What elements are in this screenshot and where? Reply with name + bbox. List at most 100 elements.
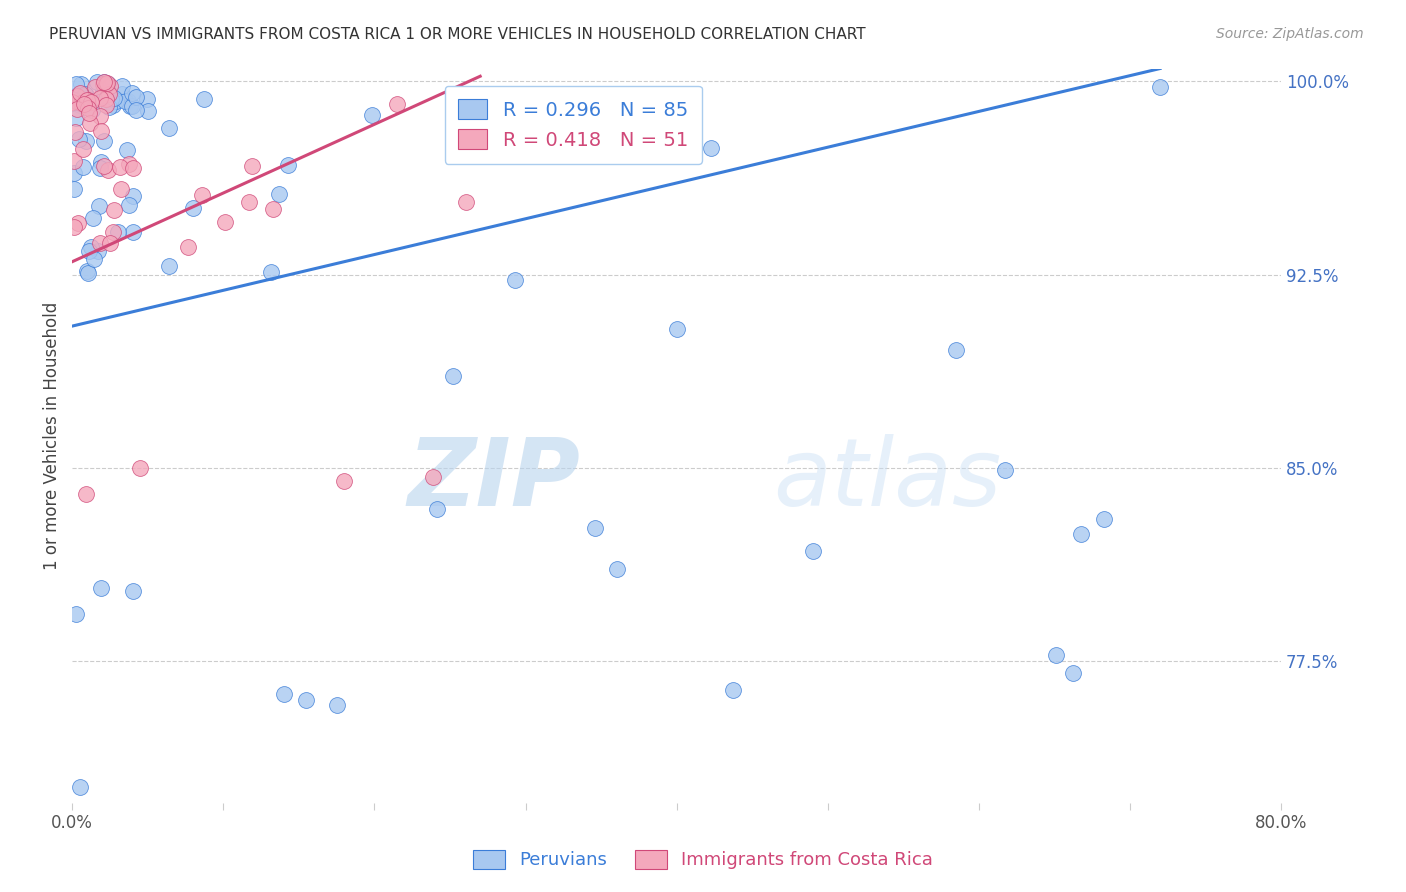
- Point: [96, 77, 118, 91]
- Point: [101, 225, 124, 239]
- Point: [361, 108, 384, 122]
- Point: [76, 93, 98, 107]
- Point: [76, 264, 98, 278]
- Point: [65, 111, 87, 125]
- Point: [121, 189, 143, 203]
- Point: [104, 94, 127, 108]
- Point: [98, 78, 121, 93]
- Y-axis label: 1 or more Vehicles in Household: 1 or more Vehicles in Household: [44, 301, 60, 570]
- Point: [103, 203, 125, 218]
- Point: [467, 106, 489, 120]
- Point: [177, 240, 200, 254]
- Point: [238, 195, 260, 210]
- Point: [117, 94, 139, 108]
- Point: [75, 134, 97, 148]
- Point: [83, 252, 105, 266]
- Point: [93, 134, 115, 148]
- Point: [118, 157, 141, 171]
- Point: [96, 77, 118, 91]
- Point: [72, 160, 94, 174]
- Point: [63, 125, 86, 139]
- Point: [69, 780, 91, 794]
- Point: [121, 99, 143, 113]
- Point: [121, 161, 143, 176]
- Point: [122, 225, 145, 239]
- Point: [1092, 512, 1115, 526]
- Point: [214, 214, 236, 228]
- Legend: R = 0.296   N = 85, R = 0.418   N = 51: R = 0.296 N = 85, R = 0.418 N = 51: [444, 86, 702, 163]
- Point: [325, 698, 347, 712]
- Point: [385, 97, 408, 112]
- Point: [62, 219, 84, 234]
- Point: [97, 100, 120, 114]
- Point: [69, 95, 91, 110]
- Point: [262, 202, 284, 217]
- Point: [118, 197, 141, 211]
- Point: [66, 88, 89, 103]
- Point: [82, 103, 104, 117]
- Point: [441, 368, 464, 383]
- Text: ZIP: ZIP: [406, 434, 579, 525]
- Point: [111, 79, 134, 94]
- Point: [77, 266, 100, 280]
- Point: [82, 211, 104, 226]
- Point: [75, 486, 97, 500]
- Point: [77, 101, 100, 115]
- Point: [97, 163, 120, 178]
- Point: [98, 236, 121, 251]
- Point: [75, 97, 97, 112]
- Point: [63, 182, 86, 196]
- Point: [606, 562, 628, 576]
- Point: [801, 544, 824, 558]
- Point: [62, 154, 84, 169]
- Point: [1045, 648, 1067, 662]
- Point: [277, 158, 299, 172]
- Point: [583, 520, 606, 534]
- Point: [90, 124, 112, 138]
- Point: [191, 188, 214, 202]
- Point: [110, 182, 132, 196]
- Point: [121, 87, 143, 101]
- Point: [62, 166, 84, 180]
- Point: [242, 159, 264, 173]
- Point: [260, 264, 283, 278]
- Legend: Peruvians, Immigrants from Costa Rica: Peruvians, Immigrants from Costa Rica: [464, 841, 942, 879]
- Point: [62, 93, 84, 107]
- Text: Source: ZipAtlas.com: Source: ZipAtlas.com: [1216, 27, 1364, 41]
- Point: [114, 94, 136, 108]
- Point: [89, 161, 111, 175]
- Point: [721, 682, 744, 697]
- Point: [98, 87, 121, 101]
- Point: [77, 106, 100, 120]
- Point: [65, 607, 87, 621]
- Point: [79, 115, 101, 129]
- Point: [70, 77, 93, 91]
- Point: [121, 584, 143, 599]
- Point: [103, 91, 125, 105]
- Point: [60, 95, 83, 109]
- Text: PERUVIAN VS IMMIGRANTS FROM COSTA RICA 1 OR MORE VEHICLES IN HOUSEHOLD CORRELATI: PERUVIAN VS IMMIGRANTS FROM COSTA RICA 1…: [49, 27, 866, 42]
- Point: [125, 90, 148, 104]
- Point: [700, 141, 723, 155]
- Point: [86, 75, 108, 89]
- Point: [72, 142, 94, 156]
- Point: [97, 77, 120, 91]
- Point: [103, 97, 125, 112]
- Point: [94, 92, 117, 106]
- Point: [89, 90, 111, 104]
- Point: [67, 132, 90, 146]
- Point: [107, 225, 129, 239]
- Point: [1149, 79, 1171, 94]
- Point: [1062, 666, 1084, 681]
- Point: [93, 75, 115, 89]
- Point: [426, 502, 449, 516]
- Point: [157, 121, 180, 136]
- Point: [136, 92, 159, 106]
- Point: [97, 85, 120, 99]
- Point: [295, 692, 318, 706]
- Point: [80, 95, 103, 110]
- Point: [91, 84, 114, 98]
- Point: [77, 93, 100, 107]
- Point: [456, 194, 478, 209]
- Point: [136, 103, 159, 118]
